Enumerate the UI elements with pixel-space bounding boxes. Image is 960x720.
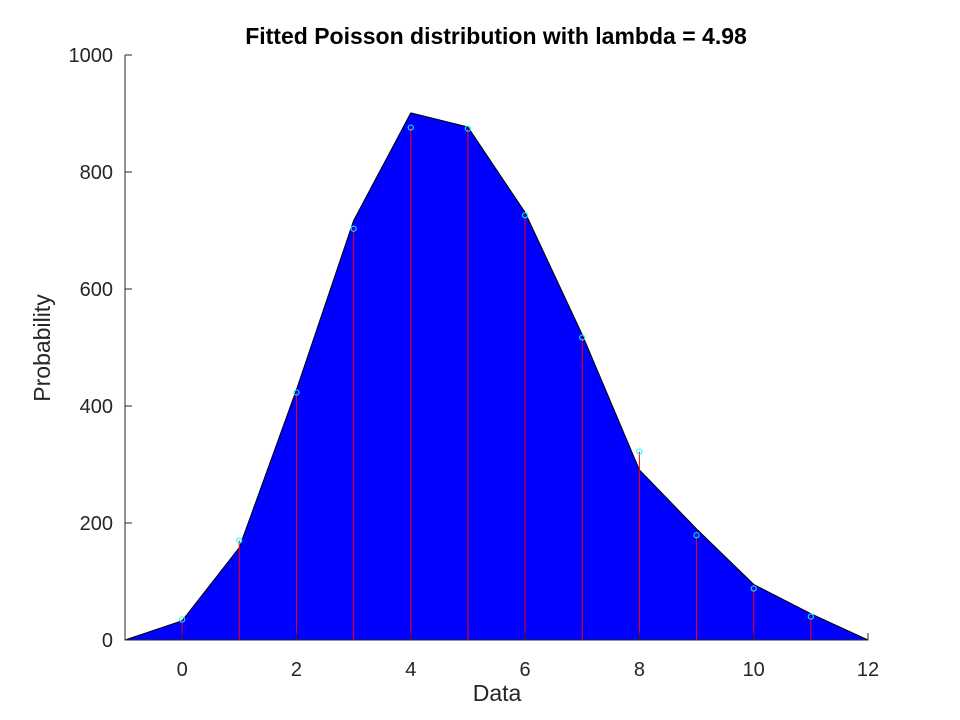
stem-marker — [807, 613, 814, 620]
y-tick-label: 1000 — [69, 45, 114, 67]
axes: 0 2 4 6 8 10 12 0 200 400 600 800 1000 — [69, 45, 880, 681]
stem-marker — [636, 448, 643, 455]
chart-title: Fitted Poisson distribution with lambda … — [245, 23, 747, 49]
stem-marker — [350, 225, 357, 232]
stem-marker — [579, 334, 586, 341]
plot-area — [124, 112, 869, 641]
y-axis-label: Probability — [29, 294, 55, 402]
y-tick-label: 400 — [80, 396, 113, 418]
stem-marker — [521, 212, 529, 219]
y-tick-label: 200 — [80, 513, 113, 535]
x-tick-label: 10 — [743, 659, 765, 681]
y-tick-label: 0 — [102, 630, 113, 652]
stem-marker — [464, 125, 472, 132]
x-axis-label: Data — [473, 680, 522, 706]
y-tick-label: 800 — [80, 162, 113, 184]
stem-marker — [750, 585, 757, 592]
x-tick-label: 8 — [634, 659, 645, 681]
x-tick-label: 0 — [177, 659, 188, 681]
stem-marker — [407, 124, 414, 131]
stem-marker — [179, 616, 186, 623]
x-tick-label: 12 — [857, 659, 879, 681]
stem-marker — [236, 537, 243, 544]
x-tick-label: 2 — [291, 659, 302, 681]
x-tick-label: 4 — [405, 659, 416, 681]
x-tick-label: 6 — [520, 659, 531, 681]
stem-marker — [293, 389, 300, 396]
stem-marker — [693, 532, 700, 539]
y-tick-label: 600 — [80, 279, 113, 301]
